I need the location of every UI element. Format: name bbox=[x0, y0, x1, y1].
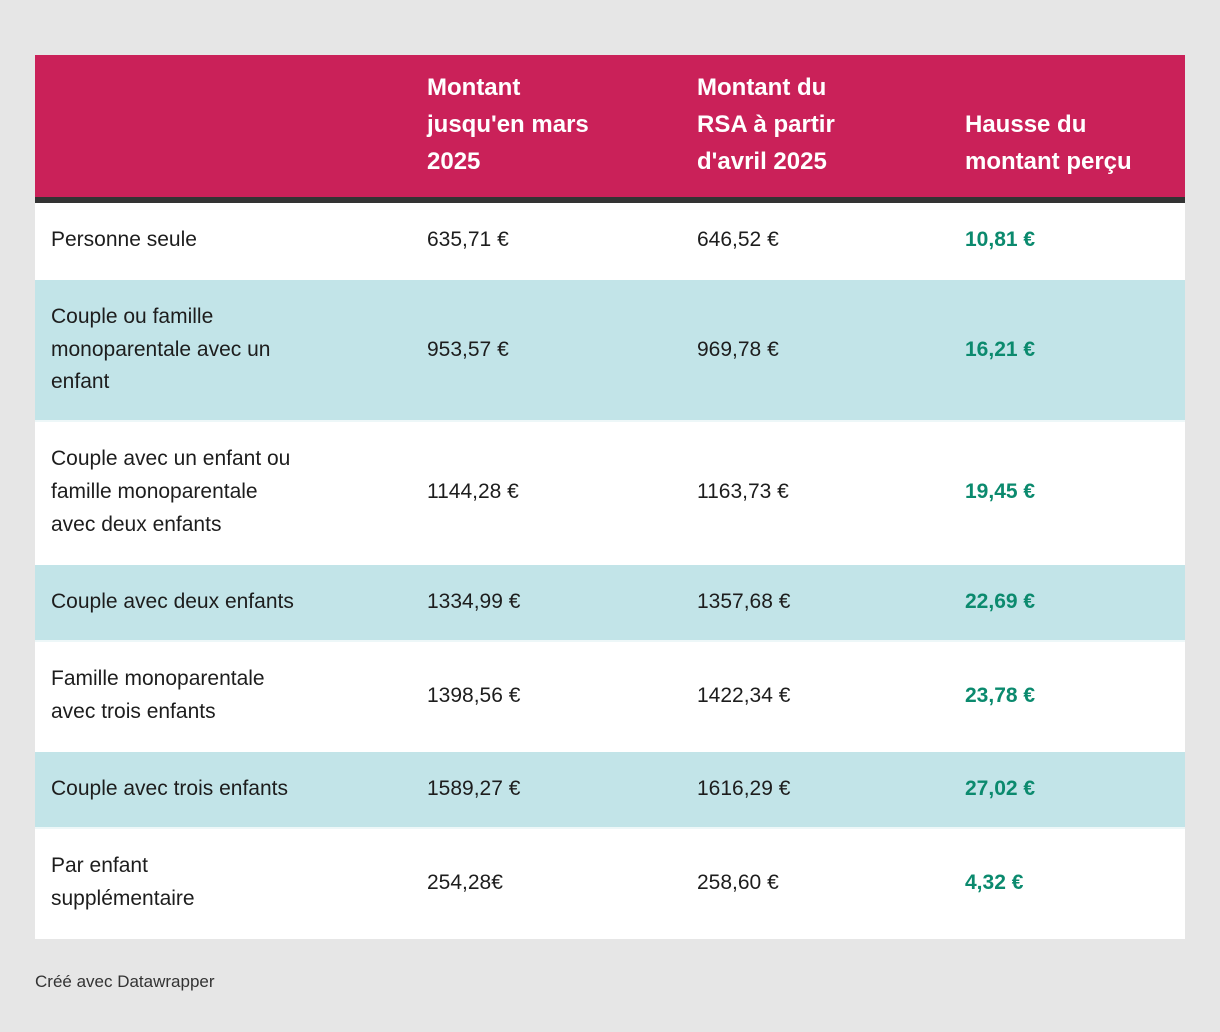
table-row: Couple ou famille monoparentale avec un … bbox=[35, 279, 1185, 423]
row-label: Couple ou famille monoparentale avec un … bbox=[35, 279, 427, 423]
row-label: Personne seule bbox=[35, 202, 427, 280]
amount-before: 1398,56 € bbox=[427, 642, 697, 753]
amount-after: 1357,68 € bbox=[697, 565, 965, 643]
amount-before: 953,57 € bbox=[427, 279, 697, 423]
amount-after: 1616,29 € bbox=[697, 752, 965, 830]
row-label: Couple avec deux enfants bbox=[35, 565, 427, 643]
table-row: Personne seule 635,71 € 646,52 € 10,81 € bbox=[35, 202, 1185, 280]
amount-increase: 4,32 € bbox=[965, 829, 1185, 940]
table-row: Couple avec un enfant ou famille monopar… bbox=[35, 422, 1185, 566]
amount-before: 1334,99 € bbox=[427, 565, 697, 643]
amount-increase: 16,21 € bbox=[965, 279, 1185, 423]
row-label: Couple avec un enfant ou famille monopar… bbox=[35, 422, 427, 566]
amount-before: 635,71 € bbox=[427, 202, 697, 280]
rsa-table-container: Montant jusqu'en mars 2025 Montant du RS… bbox=[35, 55, 1185, 940]
row-label: Famille monoparentale avec trois enfants bbox=[35, 642, 427, 753]
table-row: Couple avec deux enfants 1334,99 € 1357,… bbox=[35, 565, 1185, 643]
col-header-category bbox=[35, 55, 427, 203]
amount-after: 258,60 € bbox=[697, 829, 965, 940]
amount-increase: 19,45 € bbox=[965, 422, 1185, 566]
table-row: Par enfant supplémentaire 254,28€ 258,60… bbox=[35, 829, 1185, 940]
table-row: Couple avec trois enfants 1589,27 € 1616… bbox=[35, 752, 1185, 830]
amount-after: 1422,34 € bbox=[697, 642, 965, 753]
amount-increase: 22,69 € bbox=[965, 565, 1185, 643]
amount-after: 1163,73 € bbox=[697, 422, 965, 566]
row-label: Par enfant supplémentaire bbox=[35, 829, 427, 940]
col-header-increase: Hausse du montant perçu bbox=[965, 55, 1185, 203]
amount-increase: 27,02 € bbox=[965, 752, 1185, 830]
col-header-amount-after: Montant du RSA à partir d'avril 2025 bbox=[697, 55, 965, 203]
amount-after: 969,78 € bbox=[697, 279, 965, 423]
amount-before: 1589,27 € bbox=[427, 752, 697, 830]
table-row: Famille monoparentale avec trois enfants… bbox=[35, 642, 1185, 753]
amount-increase: 23,78 € bbox=[965, 642, 1185, 753]
amount-after: 646,52 € bbox=[697, 202, 965, 280]
col-header-amount-before: Montant jusqu'en mars 2025 bbox=[427, 55, 697, 203]
datawrapper-credit: Créé avec Datawrapper bbox=[35, 972, 215, 991]
row-label: Couple avec trois enfants bbox=[35, 752, 427, 830]
amount-before: 254,28€ bbox=[427, 829, 697, 940]
header-row: Montant jusqu'en mars 2025 Montant du RS… bbox=[35, 55, 1185, 203]
amount-increase: 10,81 € bbox=[965, 202, 1185, 280]
rsa-table: Montant jusqu'en mars 2025 Montant du RS… bbox=[35, 55, 1185, 940]
amount-before: 1144,28 € bbox=[427, 422, 697, 566]
